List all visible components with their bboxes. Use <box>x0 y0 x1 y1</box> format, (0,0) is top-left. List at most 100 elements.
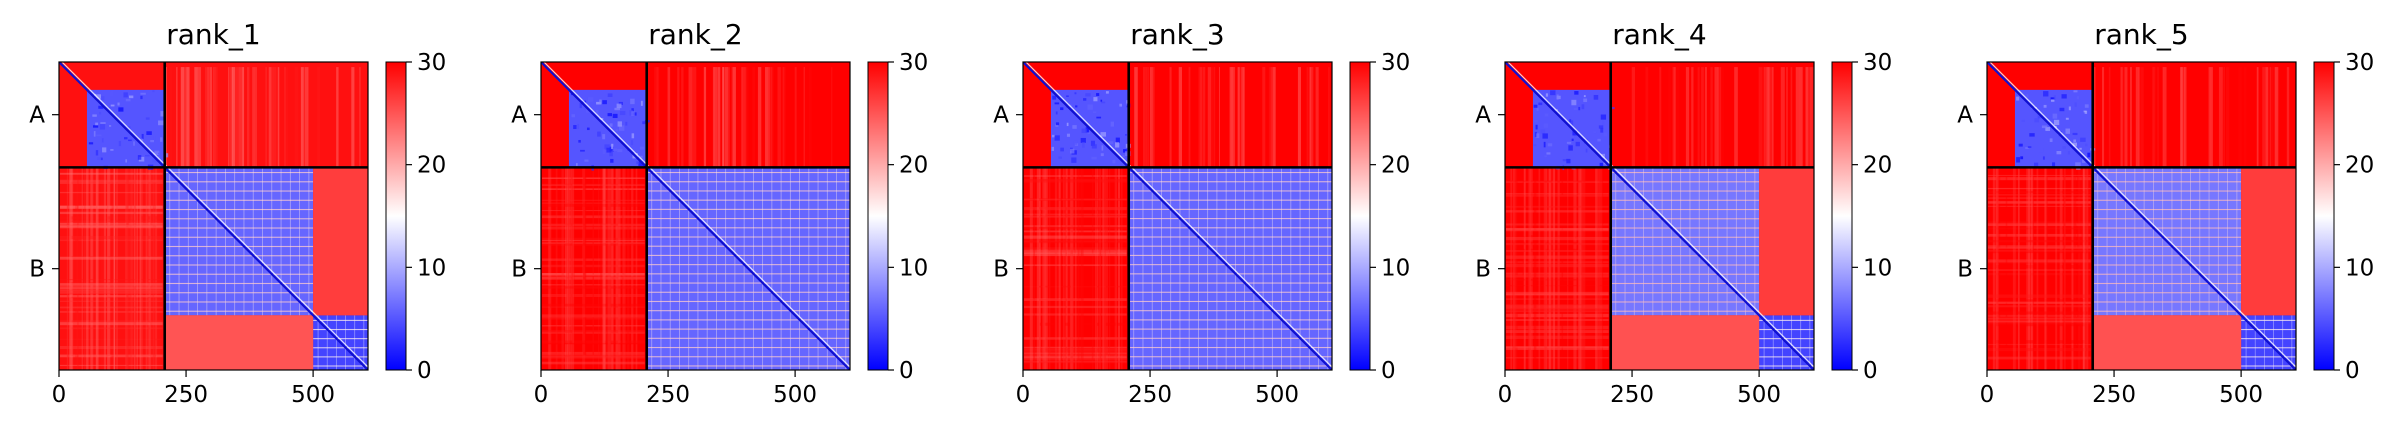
interchain-stripe <box>583 167 587 370</box>
chainA-texture <box>2073 139 2077 143</box>
chainA-texture <box>1085 93 1091 97</box>
chainA-texture <box>639 155 643 159</box>
chainA-texture <box>1092 111 1097 114</box>
interchain-stripe <box>600 167 603 370</box>
interchain-stripe <box>1988 318 2091 322</box>
interchain-stripe <box>1988 265 2091 269</box>
domain-band <box>646 190 850 192</box>
interchain-stripe <box>1024 252 1127 257</box>
domain-band <box>345 315 346 370</box>
interchain-stripe <box>1528 167 1532 370</box>
interchain-stripe <box>1506 193 1609 195</box>
chainA-texture <box>124 137 128 140</box>
domain-band <box>289 167 291 316</box>
interchain-stripe <box>133 167 136 370</box>
domain-band <box>780 167 782 370</box>
domain-band <box>2092 301 2242 303</box>
axes-frame <box>1504 61 1815 371</box>
interchain-stripe <box>60 338 163 341</box>
chainA-texture <box>1598 125 1604 129</box>
chainA-texture <box>2045 126 2051 131</box>
chainA-texture <box>1080 137 1086 143</box>
interchain-stripe <box>757 67 762 168</box>
chainA-texture <box>101 96 105 101</box>
interchain-stripe <box>125 167 127 370</box>
diagonal-edge <box>1025 62 1332 368</box>
interchain-stripe <box>2179 67 2183 168</box>
domain-band <box>2092 236 2242 238</box>
interchain-stripe <box>542 224 645 227</box>
domain-band <box>1128 171 1332 174</box>
chainA-texture <box>2053 119 2060 126</box>
chainA-texture <box>2082 157 2086 163</box>
interchain-stripe <box>252 67 255 168</box>
interchain-stripe <box>1988 294 2091 298</box>
interchain-stripe <box>1024 207 1127 211</box>
domain-band <box>799 167 800 370</box>
chainA-texture <box>1100 132 1107 137</box>
interchain-stripe <box>1988 233 2091 237</box>
domain-band <box>646 171 850 174</box>
chainA-texture <box>573 125 577 130</box>
interchain-stripe <box>2005 167 2008 370</box>
chainA-texture <box>638 161 644 166</box>
chainA-texture <box>2033 162 2039 167</box>
chainA-texture <box>1055 124 1059 127</box>
domain-band <box>2171 167 2173 316</box>
interchain-stripe <box>1506 180 1609 183</box>
domain-band <box>2241 347 2296 349</box>
domain-band <box>164 292 314 294</box>
chainA-texture <box>586 127 590 131</box>
domain-band <box>646 254 850 256</box>
interchain-stripe <box>1080 167 1082 370</box>
interchain-stripe <box>2274 67 2278 168</box>
interchain-stripe <box>1996 167 1999 370</box>
interchain-stripe <box>1685 67 1690 168</box>
domain-band <box>646 181 850 183</box>
interchain-stripe <box>582 167 586 370</box>
domain-band <box>1624 167 1626 316</box>
interchain-stripe <box>75 167 79 370</box>
interchain-stripe <box>1988 317 2091 320</box>
interchain-stripe <box>60 256 163 259</box>
domain-band <box>2092 208 2242 211</box>
pae-heatmap <box>1505 62 1814 370</box>
colorbar-tick-label: 0 <box>1381 358 1396 384</box>
interchain-stripe <box>731 67 736 168</box>
domain-band <box>1610 255 1760 257</box>
interchain-stripe <box>2156 67 2160 168</box>
chainA-texture <box>2053 95 2056 100</box>
colorbar-tick-label: 10 <box>2345 255 2374 281</box>
domain-band <box>646 346 850 349</box>
interchain-stripe <box>681 67 684 168</box>
interchain-stripe <box>1506 236 1609 239</box>
interchain-stripe <box>60 211 163 215</box>
interchain-stripe <box>1024 285 1127 288</box>
interchain-stripe <box>277 67 280 168</box>
domain-band <box>313 338 368 340</box>
chainA-texture <box>150 139 155 143</box>
interchain-stripe <box>1552 167 1556 370</box>
diagonal-line <box>1505 62 1814 370</box>
interchain-stripe <box>1716 67 1719 168</box>
chainA-texture <box>1569 119 1572 123</box>
interchain-stripe <box>96 167 98 370</box>
panel-title: rank_3 <box>1130 18 1224 51</box>
interchain-stripe <box>1579 167 1583 370</box>
domain-band <box>1128 245 1332 247</box>
interchain-stripe <box>1024 264 1127 267</box>
chainA-texture <box>2043 91 2049 97</box>
domain-band <box>164 245 314 248</box>
interchain-stripe <box>722 67 725 168</box>
domain-band <box>2092 273 2242 275</box>
interchain-stripe <box>1659 67 1662 168</box>
interchain-stripe <box>542 199 645 202</box>
domain-band <box>164 273 314 275</box>
interchain-stripe <box>1506 263 1609 268</box>
interchain-stripe <box>284 67 289 168</box>
interchain-stripe <box>1988 201 2091 204</box>
chainA-texture <box>602 149 606 155</box>
interchain-stripe <box>1024 208 1127 211</box>
chainA-texture <box>636 161 640 165</box>
diagonal-line <box>1023 62 1332 370</box>
